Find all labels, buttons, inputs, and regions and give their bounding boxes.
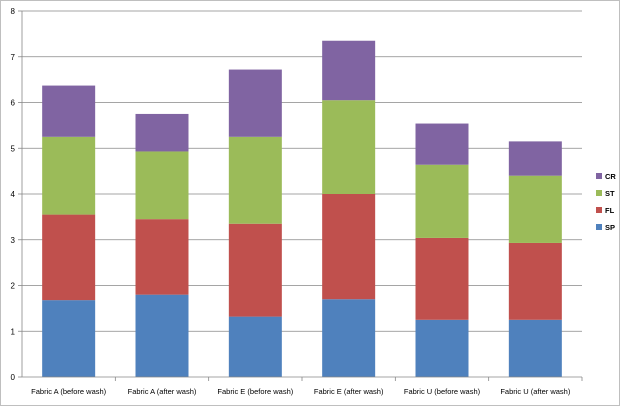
bar-segment-fl xyxy=(42,214,96,301)
x-category-label: Fabric U (before wash) xyxy=(404,387,481,396)
legend-swatch-sp xyxy=(596,224,602,230)
bar-segment-cr xyxy=(508,141,562,176)
bar-segment-fl xyxy=(415,237,469,320)
legend-label-fl: FL xyxy=(605,206,615,215)
x-axis-categories: Fabric A (before wash) Fabric A (after wa… xyxy=(31,387,571,396)
bar-segment-fl xyxy=(508,242,562,320)
y-tick-label: 7 xyxy=(11,53,16,62)
legend-label-st: ST xyxy=(605,189,615,198)
legend-label-cr: CR xyxy=(605,172,616,181)
y-tick-label: 2 xyxy=(11,282,16,291)
bar-segment-st xyxy=(42,136,96,215)
legend-swatch-st xyxy=(596,190,602,196)
y-tick-label: 0 xyxy=(11,373,16,382)
axes xyxy=(18,10,583,381)
bar-segment-sp xyxy=(322,299,376,377)
y-tick-label: 1 xyxy=(11,327,16,336)
bar-segment-sp xyxy=(42,300,96,377)
bar-segment-st xyxy=(228,136,282,224)
bar-segment-st xyxy=(135,151,189,220)
bar-segment-sp xyxy=(228,316,282,377)
bar-segment-cr xyxy=(42,85,96,137)
bar-segment-cr xyxy=(322,40,376,101)
legend-swatch-cr xyxy=(596,173,602,179)
legend: CR ST FL SP xyxy=(596,172,616,232)
bar-segment-sp xyxy=(415,319,469,377)
x-category-label: Fabric E (before wash) xyxy=(217,387,293,396)
bar-segment-cr xyxy=(228,69,282,137)
bar-segment-cr xyxy=(135,113,189,152)
y-tick-label: 3 xyxy=(11,236,16,245)
x-category-label: Fabric U (after wash) xyxy=(500,387,571,396)
legend-label-sp: SP xyxy=(605,223,615,232)
y-tick-label: 5 xyxy=(11,144,16,153)
gridlines xyxy=(22,10,582,332)
bar-segment-sp xyxy=(135,294,189,377)
x-category-label: Fabric E (after wash) xyxy=(314,387,384,396)
bar-segment-fl xyxy=(135,219,189,295)
y-axis-ticks: 0 1 2 3 4 5 6 7 8 xyxy=(11,7,16,382)
bar-segment-st xyxy=(508,175,562,243)
y-tick-label: 6 xyxy=(11,99,16,108)
bar-segment-st xyxy=(322,100,376,194)
bar-segment-sp xyxy=(508,319,562,377)
legend-swatch-fl xyxy=(596,207,602,213)
x-category-label: Fabric A (after wash) xyxy=(128,387,197,396)
y-tick-label: 8 xyxy=(11,7,16,16)
bar-segment-st xyxy=(415,164,469,238)
bar-segment-fl xyxy=(322,194,376,300)
bars xyxy=(42,40,562,377)
bar-segment-fl xyxy=(228,223,282,317)
bar-segment-cr xyxy=(415,123,469,165)
y-tick-label: 4 xyxy=(11,190,16,199)
x-category-label: Fabric A (before wash) xyxy=(31,387,107,396)
